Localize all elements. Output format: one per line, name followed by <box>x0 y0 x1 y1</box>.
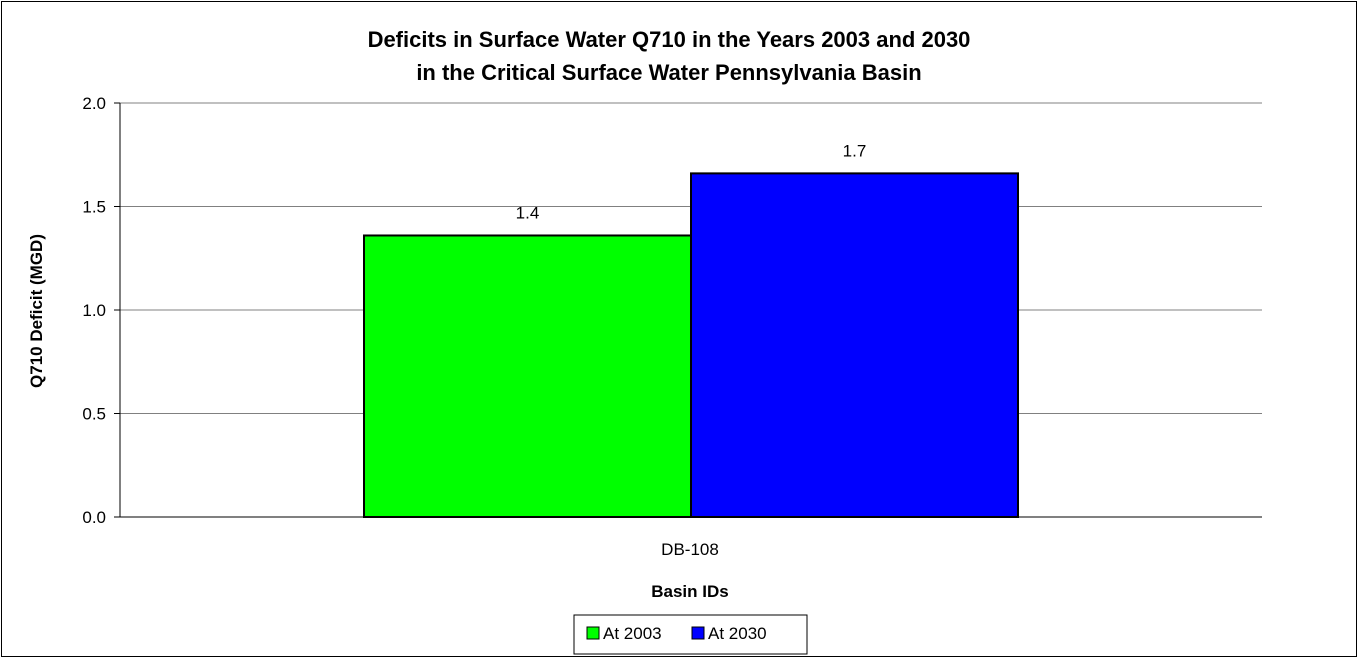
chart-title-line-2: in the Critical Surface Water Pennsylvan… <box>416 60 921 85</box>
legend-box <box>573 614 808 655</box>
bar-at-2003 <box>363 234 692 518</box>
legend-swatch-2003 <box>586 626 600 640</box>
legend: At 2003 At 2030 <box>573 614 808 655</box>
data-label: 1.4 <box>516 203 540 222</box>
y-tick-label: 2.0 <box>82 94 106 113</box>
x-axis-title: Basin IDs <box>651 582 728 601</box>
y-tick-label: 0.5 <box>82 405 106 424</box>
data-label: 1.7 <box>843 141 867 160</box>
y-tick-labels: 0.0 0.5 1.0 1.5 2.0 <box>82 94 120 527</box>
y-tick-label: 0.0 <box>82 508 106 527</box>
y-axis-title: Q710 Deficit (MGD) <box>27 234 46 388</box>
legend-label-2003: At 2003 <box>603 624 662 643</box>
x-tick-label: DB-108 <box>661 540 719 559</box>
bar-at-2030 <box>690 172 1019 518</box>
y-tick-label: 1.5 <box>82 198 106 217</box>
y-tick-label: 1.0 <box>82 301 106 320</box>
legend-swatch-2030 <box>691 626 705 640</box>
chart-title-line-1: Deficits in Surface Water Q710 in the Ye… <box>368 27 971 52</box>
legend-label-2030: At 2030 <box>708 624 767 643</box>
data-labels: 1.4 1.7 <box>516 141 867 222</box>
